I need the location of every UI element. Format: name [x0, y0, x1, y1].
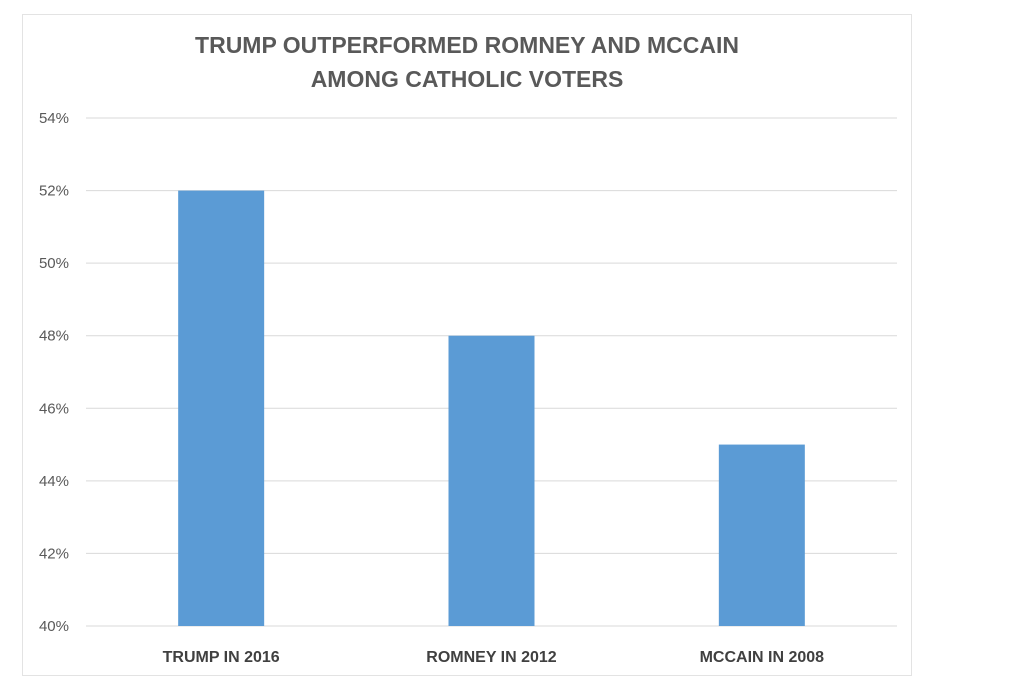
chart-title: TRUMP OUTPERFORMED ROMNEY AND MCCAIN AMO… — [22, 28, 912, 96]
chart-title-line-1: TRUMP OUTPERFORMED ROMNEY AND MCCAIN — [195, 32, 739, 58]
bar — [718, 444, 805, 626]
chart-title-line-2: AMONG CATHOLIC VOTERS — [310, 66, 624, 92]
y-axis-tick-labels: 40% 42% 44% 46% 48% 50% 52% 54% — [39, 110, 69, 635]
y-tick-label: 50% — [39, 255, 69, 272]
bar — [448, 335, 535, 626]
y-tick-label: 44% — [39, 473, 69, 490]
y-tick-label: 40% — [39, 618, 69, 635]
y-tick-label: 46% — [39, 400, 69, 417]
x-category-label: TRUMP IN 2016 — [163, 649, 280, 666]
x-category-label: ROMNEY IN 2012 — [426, 649, 557, 666]
y-tick-label: 42% — [39, 545, 69, 562]
bars — [178, 190, 805, 627]
y-tick-label: 48% — [39, 328, 69, 345]
x-category-label: MCCAIN IN 2008 — [700, 649, 825, 666]
y-tick-label: 52% — [39, 183, 69, 200]
x-axis-category-labels: TRUMP IN 2016 ROMNEY IN 2012 MCCAIN IN 200… — [163, 649, 825, 666]
y-tick-label: 54% — [39, 110, 69, 127]
bar — [178, 190, 265, 627]
